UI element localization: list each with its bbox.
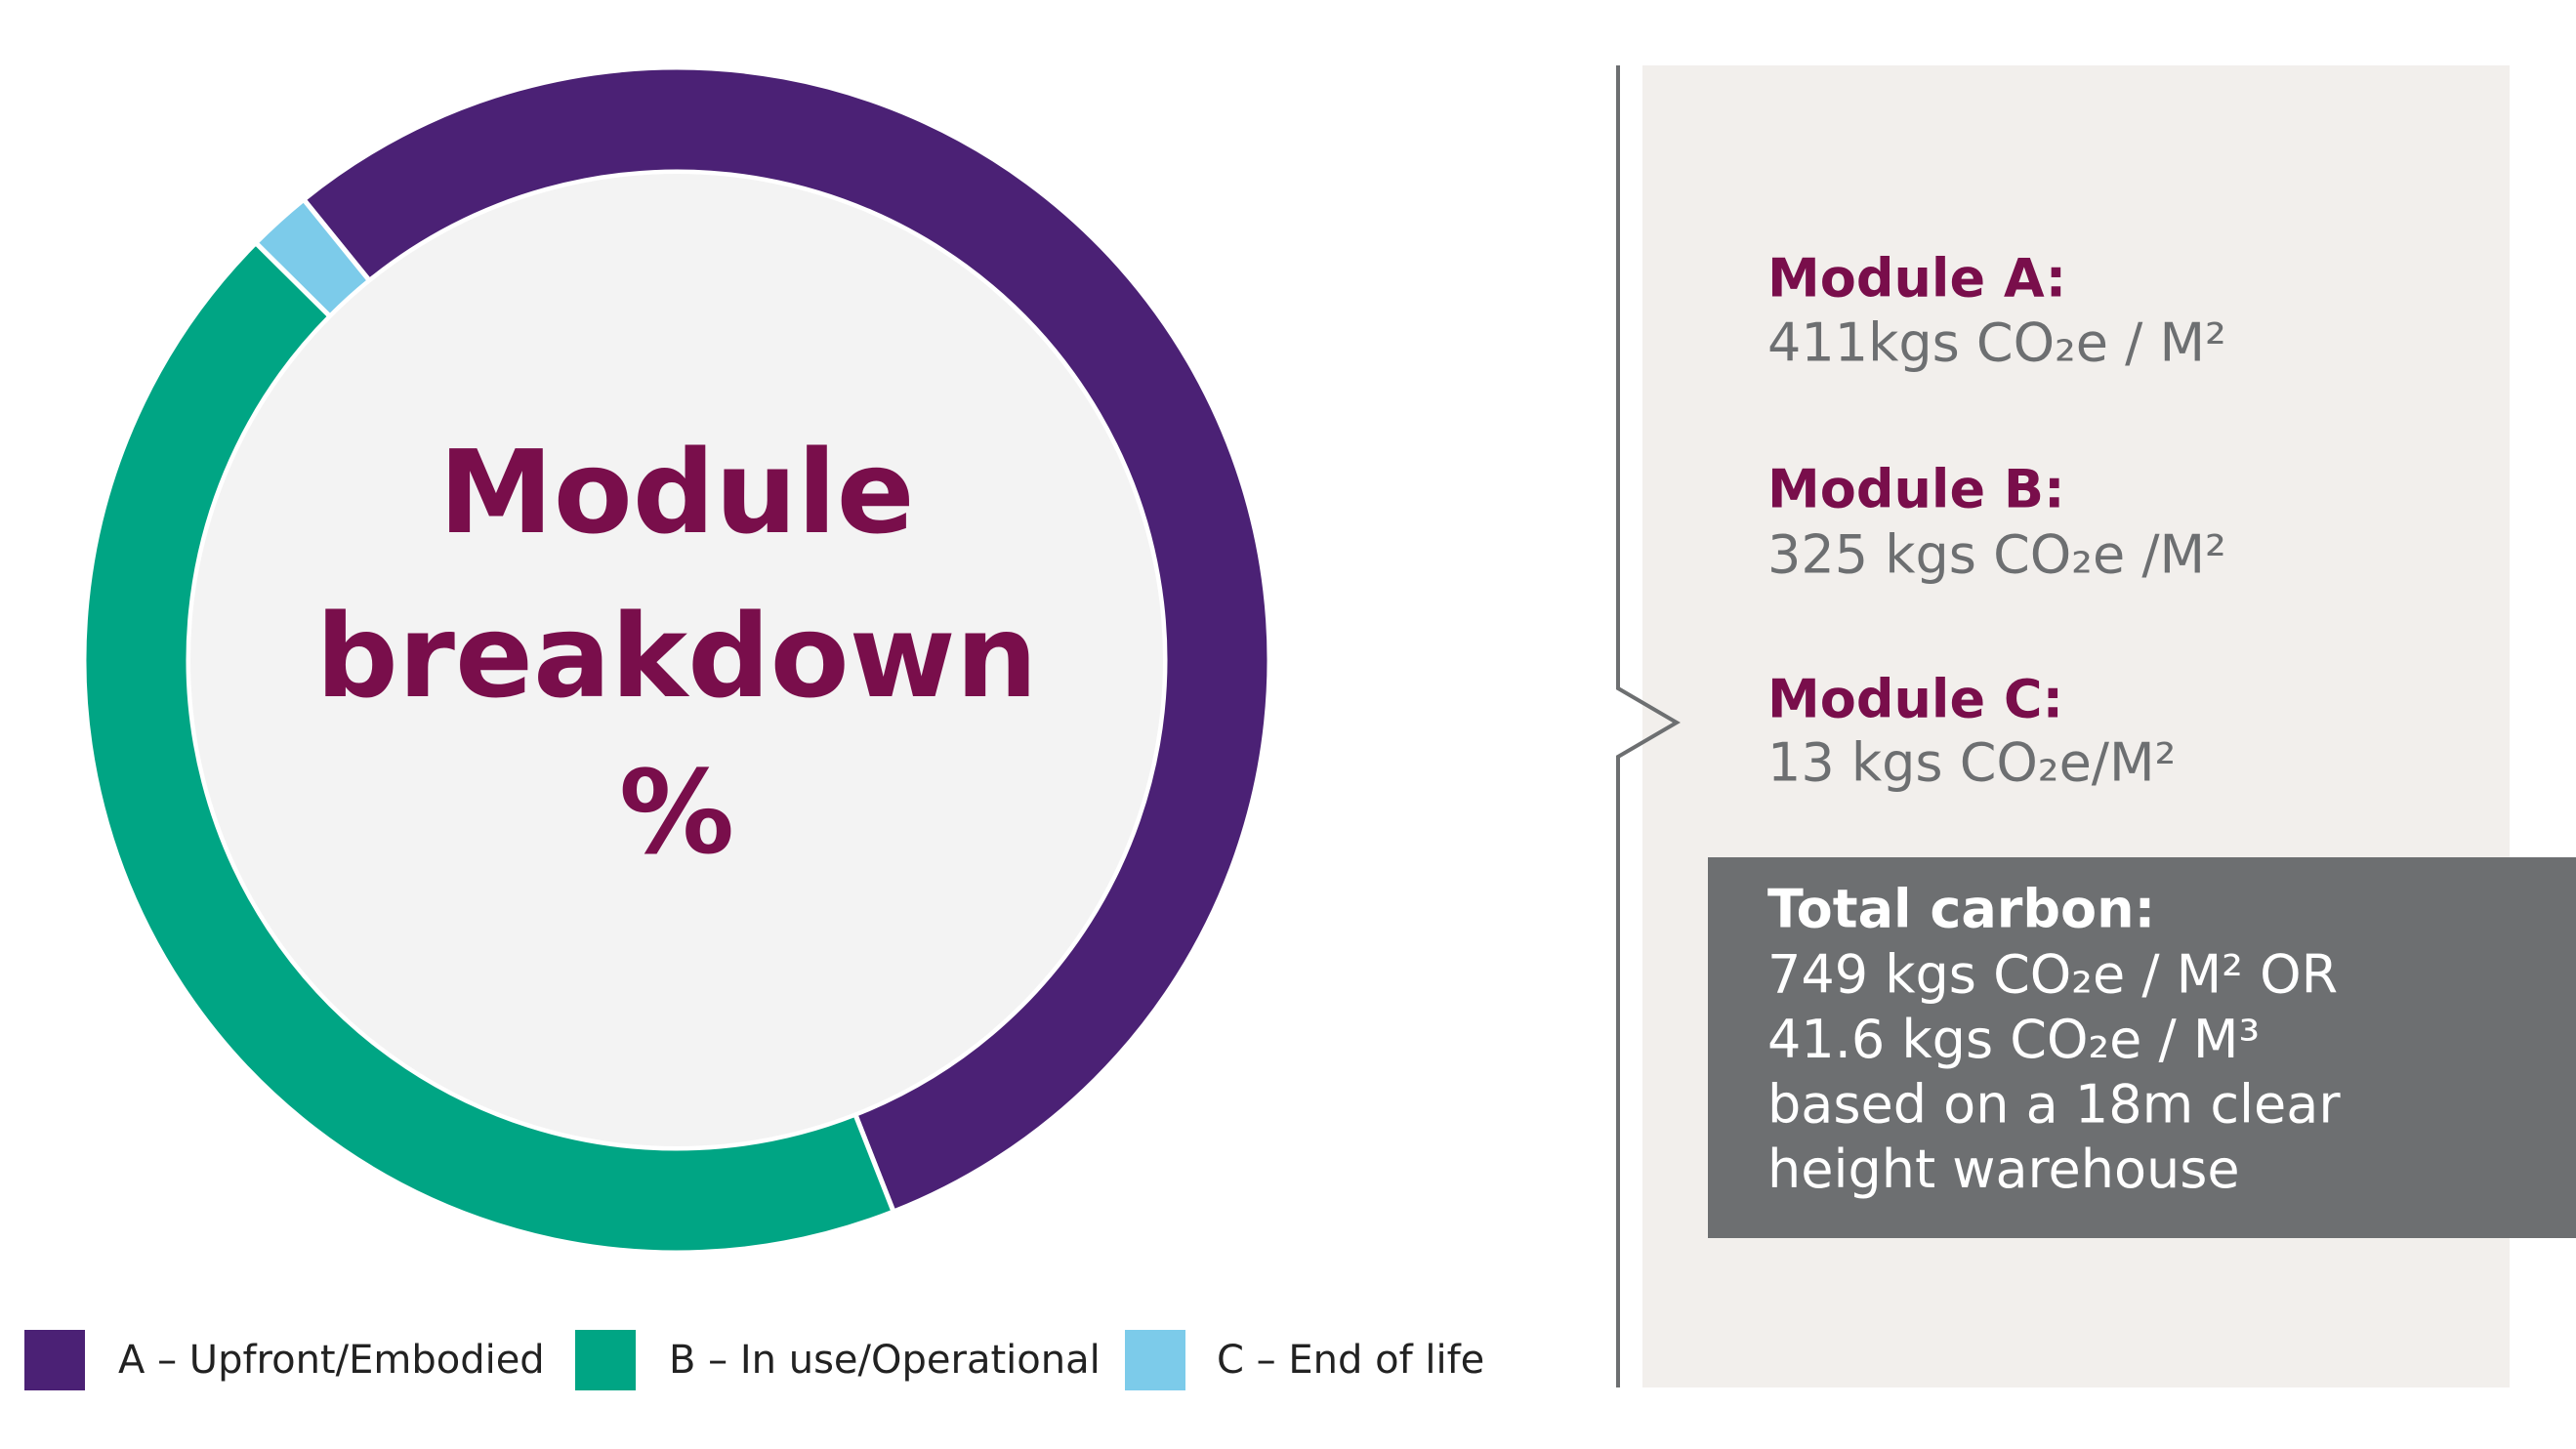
module-label: Module B: (1767, 459, 2065, 520)
legend-swatch (575, 1330, 636, 1390)
legend-label: C – End of life (1217, 1338, 1484, 1383)
donut-segment (252, 195, 373, 320)
total-line: 749 kgs CO₂e / M² OR (1767, 944, 2338, 1006)
module-label: Module C: (1767, 669, 2063, 730)
legend-swatch (24, 1330, 85, 1390)
legend-label: B – In use/Operational (669, 1338, 1101, 1383)
legend-swatch (1125, 1330, 1185, 1390)
total-box (1708, 857, 2576, 1238)
divider (1616, 65, 1681, 1387)
total-line: based on a 18m clear (1767, 1074, 2341, 1136)
donut-center (190, 174, 1163, 1146)
center-text: breakdown (315, 589, 1037, 724)
total-line: height warehouse (1767, 1138, 2240, 1200)
module-value: 411kgs CO₂e / M² (1767, 312, 2226, 374)
module-value: 13 kgs CO₂e/M² (1767, 732, 2176, 794)
center-text: % (619, 745, 734, 880)
module-value: 325 kgs CO₂e /M² (1767, 524, 2226, 586)
total-label: Total carbon: (1767, 879, 2155, 940)
center-text: Module (438, 425, 914, 559)
legend-label: A – Upfront/Embodied (118, 1338, 545, 1383)
module-label: Module A: (1767, 248, 2066, 310)
total-line: 41.6 kgs CO₂e / M³ (1767, 1009, 2260, 1070)
donut-segment (300, 64, 1272, 1216)
donut-segment (81, 239, 897, 1256)
